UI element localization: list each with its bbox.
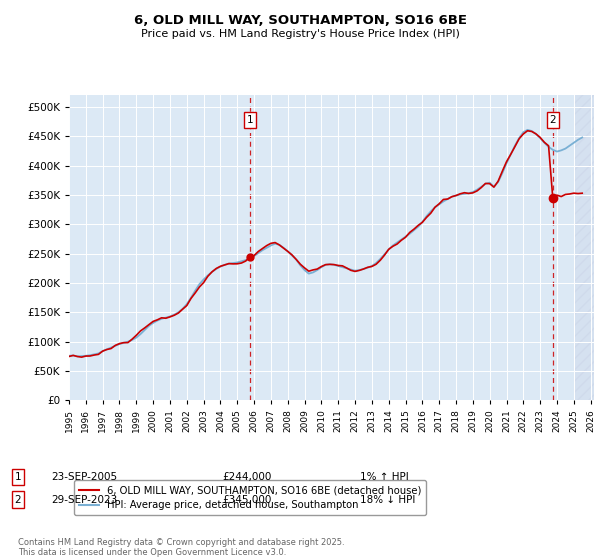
Text: 29-SEP-2023: 29-SEP-2023 — [51, 494, 117, 505]
Legend: 6, OLD MILL WAY, SOUTHAMPTON, SO16 6BE (detached house), HPI: Average price, det: 6, OLD MILL WAY, SOUTHAMPTON, SO16 6BE (… — [74, 480, 427, 515]
Text: 1% ↑ HPI: 1% ↑ HPI — [360, 472, 409, 482]
Text: 18% ↓ HPI: 18% ↓ HPI — [360, 494, 415, 505]
Bar — [574, 95, 594, 400]
Text: £244,000: £244,000 — [222, 472, 271, 482]
Text: 23-SEP-2005: 23-SEP-2005 — [51, 472, 117, 482]
Text: Contains HM Land Registry data © Crown copyright and database right 2025.
This d: Contains HM Land Registry data © Crown c… — [18, 538, 344, 557]
Text: £345,000: £345,000 — [222, 494, 271, 505]
Text: 6, OLD MILL WAY, SOUTHAMPTON, SO16 6BE: 6, OLD MILL WAY, SOUTHAMPTON, SO16 6BE — [133, 14, 467, 27]
Text: Price paid vs. HM Land Registry's House Price Index (HPI): Price paid vs. HM Land Registry's House … — [140, 29, 460, 39]
Text: 1: 1 — [247, 115, 253, 125]
Text: 2: 2 — [14, 494, 22, 505]
Text: 1: 1 — [14, 472, 22, 482]
Text: 2: 2 — [550, 115, 556, 125]
